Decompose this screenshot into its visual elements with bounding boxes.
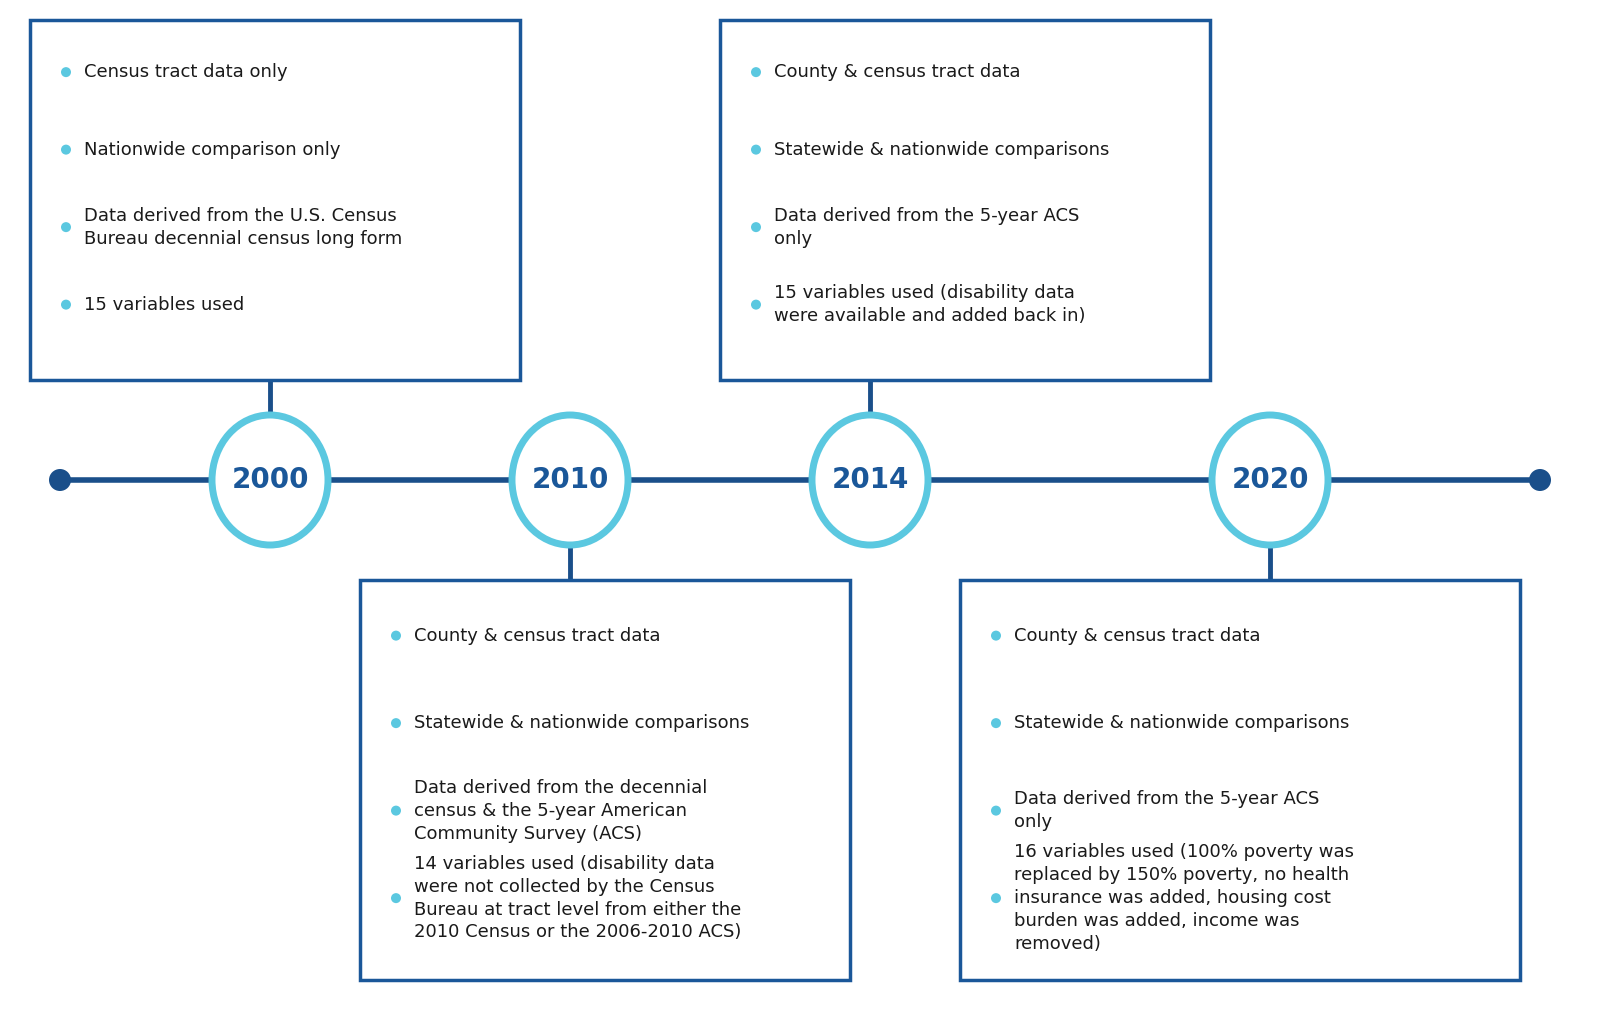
Ellipse shape bbox=[1213, 415, 1328, 545]
Text: Statewide & nationwide comparisons: Statewide & nationwide comparisons bbox=[414, 714, 749, 732]
Ellipse shape bbox=[813, 415, 928, 545]
Text: 15 variables used (disability data
were available and added back in): 15 variables used (disability data were … bbox=[774, 284, 1085, 325]
Text: County & census tract data: County & census tract data bbox=[774, 63, 1021, 81]
Ellipse shape bbox=[750, 145, 762, 154]
Text: 15 variables used: 15 variables used bbox=[83, 296, 245, 313]
Text: 2020: 2020 bbox=[1232, 466, 1309, 494]
Ellipse shape bbox=[61, 67, 70, 78]
Ellipse shape bbox=[512, 415, 627, 545]
Ellipse shape bbox=[990, 718, 1002, 728]
Text: Data derived from the U.S. Census
Bureau decennial census long form: Data derived from the U.S. Census Bureau… bbox=[83, 206, 402, 247]
Text: Data derived from the decennial
census & the 5-year American
Community Survey (A: Data derived from the decennial census &… bbox=[414, 779, 707, 842]
Text: Nationwide comparison only: Nationwide comparison only bbox=[83, 141, 341, 158]
Ellipse shape bbox=[990, 631, 1002, 640]
Text: 2010: 2010 bbox=[531, 466, 608, 494]
Text: Data derived from the 5-year ACS
only: Data derived from the 5-year ACS only bbox=[774, 206, 1080, 247]
Text: 2014: 2014 bbox=[832, 466, 909, 494]
Ellipse shape bbox=[390, 806, 402, 816]
Ellipse shape bbox=[61, 299, 70, 309]
Text: Data derived from the 5-year ACS
only: Data derived from the 5-year ACS only bbox=[1014, 790, 1320, 831]
FancyBboxPatch shape bbox=[30, 20, 520, 380]
Ellipse shape bbox=[211, 415, 328, 545]
Ellipse shape bbox=[390, 893, 402, 904]
Ellipse shape bbox=[1530, 469, 1550, 491]
Ellipse shape bbox=[750, 299, 762, 309]
FancyBboxPatch shape bbox=[720, 20, 1210, 380]
Text: Census tract data only: Census tract data only bbox=[83, 63, 288, 81]
Text: 14 variables used (disability data
were not collected by the Census
Bureau at tr: 14 variables used (disability data were … bbox=[414, 855, 741, 941]
FancyBboxPatch shape bbox=[960, 580, 1520, 980]
Text: County & census tract data: County & census tract data bbox=[414, 627, 661, 644]
Ellipse shape bbox=[990, 893, 1002, 904]
Text: Statewide & nationwide comparisons: Statewide & nationwide comparisons bbox=[774, 141, 1109, 158]
Ellipse shape bbox=[61, 145, 70, 154]
Ellipse shape bbox=[750, 223, 762, 232]
Ellipse shape bbox=[390, 718, 402, 728]
Ellipse shape bbox=[390, 631, 402, 640]
FancyBboxPatch shape bbox=[360, 580, 850, 980]
Ellipse shape bbox=[990, 806, 1002, 816]
Text: 16 variables used (100% poverty was
replaced by 150% poverty, no health
insuranc: 16 variables used (100% poverty was repl… bbox=[1014, 843, 1354, 953]
Ellipse shape bbox=[61, 223, 70, 232]
Text: County & census tract data: County & census tract data bbox=[1014, 627, 1261, 644]
Text: Statewide & nationwide comparisons: Statewide & nationwide comparisons bbox=[1014, 714, 1349, 732]
Ellipse shape bbox=[750, 67, 762, 78]
Ellipse shape bbox=[50, 469, 70, 491]
Text: 2000: 2000 bbox=[232, 466, 309, 494]
